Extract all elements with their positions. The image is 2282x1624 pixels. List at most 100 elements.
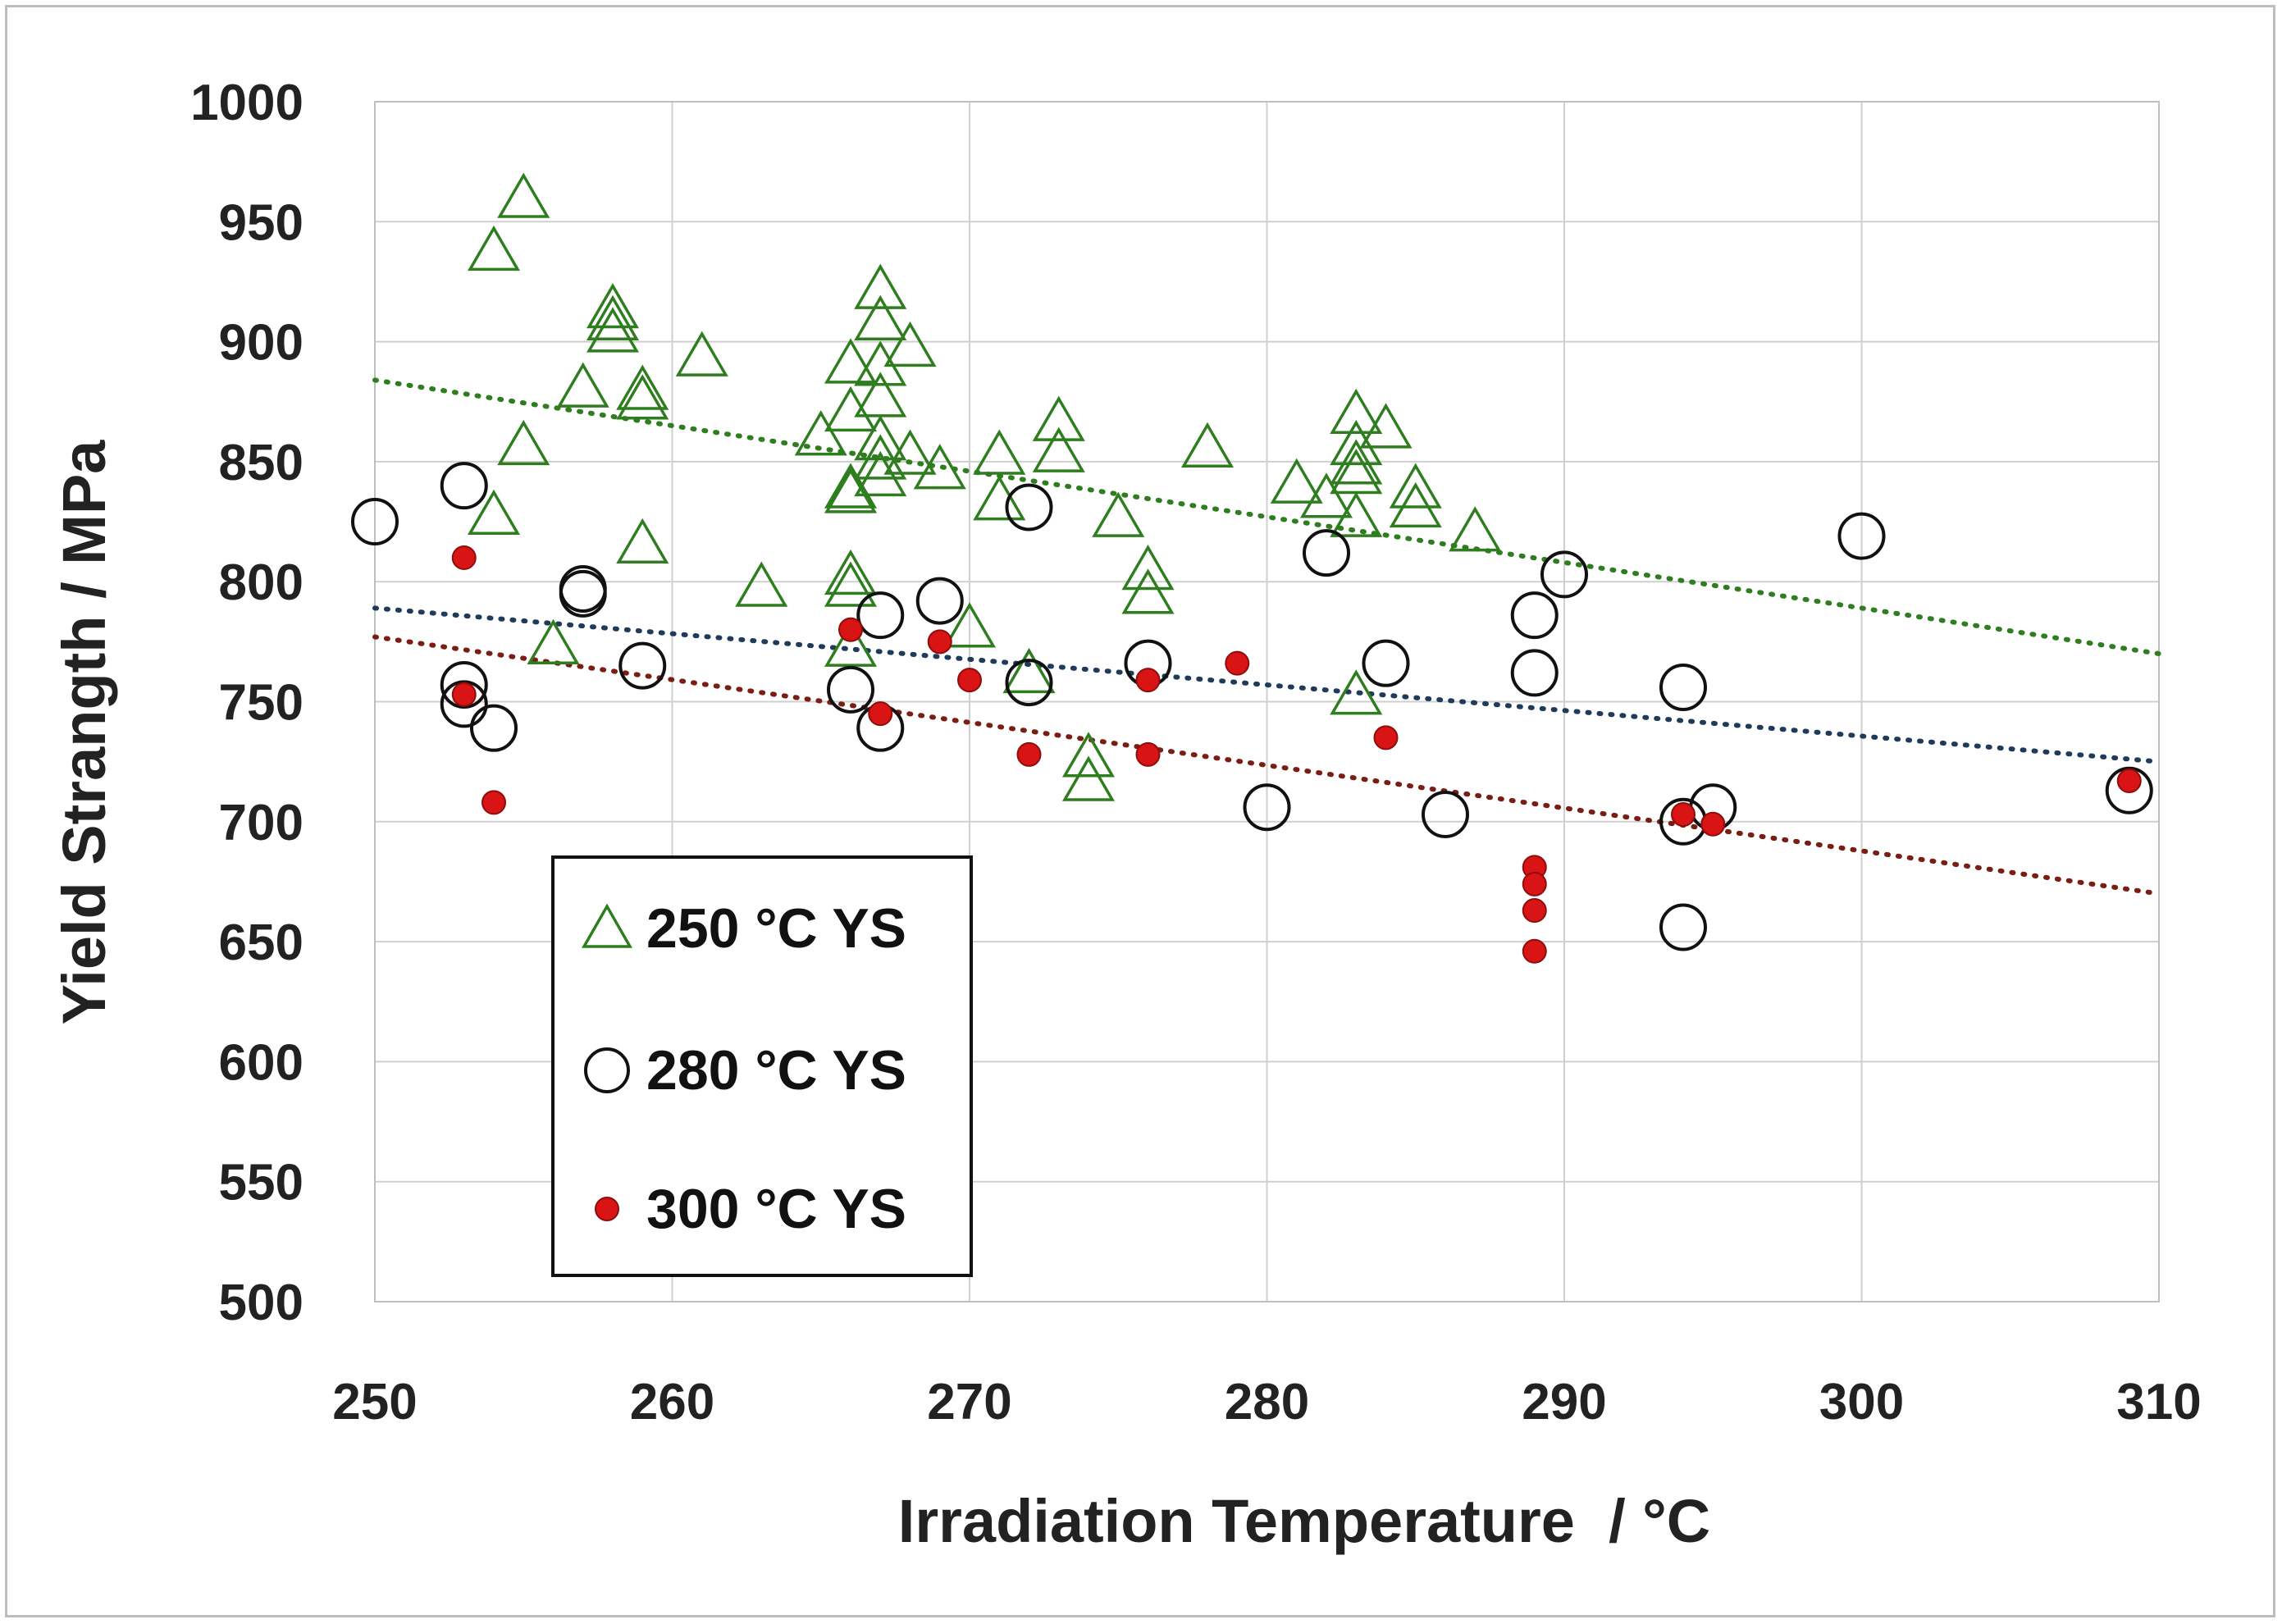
point-filled-circle <box>1016 741 1042 767</box>
legend: 250 °C YS 280 °C YS 300 °C YS <box>551 855 973 1277</box>
point-triangle <box>1121 545 1175 591</box>
legend-filled-circle-marker <box>595 1197 619 1221</box>
point-filled-circle <box>1522 898 1547 924</box>
point-triangle <box>883 429 937 475</box>
point-filled-circle <box>1522 938 1547 964</box>
point-open-circle <box>827 665 874 714</box>
point-triangle <box>1270 458 1323 504</box>
point-open-circle <box>2105 766 2153 814</box>
y-tick-label: 650 <box>219 915 304 971</box>
x-axis-title: Irradiation Temperature / °C <box>898 1487 1710 1555</box>
point-filled-circle <box>482 790 506 815</box>
x-tick-label: 310 <box>2116 1374 2201 1430</box>
legend-item-300: 300 °C YS <box>595 1178 906 1240</box>
point-open-circle <box>1659 663 1707 711</box>
point-open-circle <box>351 498 399 546</box>
point-triangle <box>942 602 997 648</box>
point-open-circle <box>1837 512 1886 560</box>
point-open-circle <box>559 569 607 618</box>
point-triangle <box>1032 395 1085 441</box>
y-tick-label: 950 <box>219 194 304 251</box>
point-triangle <box>586 307 640 353</box>
legend-triangle-marker <box>581 903 633 948</box>
point-open-circle <box>1422 791 1469 839</box>
point-open-circle <box>1303 529 1350 577</box>
legend-item-250: 250 °C YS <box>581 897 906 960</box>
point-filled-circle <box>868 701 893 727</box>
y-axis-ticks: 500 550 600 650 700 750 800 850 900 950 1000 <box>190 75 304 1331</box>
point-triangle <box>616 374 669 420</box>
point-filled-circle <box>838 617 863 642</box>
point-triangle <box>824 385 878 432</box>
point-triangle <box>1359 403 1413 449</box>
point-open-circle <box>1362 639 1410 687</box>
legend-item-280: 280 °C YS <box>584 1039 906 1102</box>
point-open-circle <box>1510 591 1559 640</box>
point-triangle <box>854 434 907 480</box>
point-open-circle <box>1005 483 1053 531</box>
point-triangle <box>735 561 788 607</box>
point-filled-circle <box>927 629 952 655</box>
point-open-circle <box>440 462 488 510</box>
y-tick-label: 550 <box>219 1155 304 1211</box>
trendlines <box>372 377 2161 896</box>
point-triangle <box>616 518 669 564</box>
point-triangle <box>556 362 609 408</box>
point-triangle <box>824 621 878 667</box>
point-open-circle <box>618 641 667 690</box>
point-triangle <box>467 489 521 535</box>
point-triangle <box>1121 568 1175 614</box>
point-filled-circle <box>1135 741 1161 767</box>
chart-frame <box>5 5 2275 1617</box>
x-tick-label: 300 <box>1819 1374 1904 1430</box>
point-triangle <box>824 468 878 513</box>
point-triangle <box>1061 732 1116 778</box>
point-triangle <box>824 561 878 607</box>
point-triangle <box>1449 506 1502 552</box>
point-filled-circle <box>451 545 477 570</box>
trendline <box>372 605 2161 764</box>
x-tick-label: 270 <box>927 1374 1011 1430</box>
point-filled-circle <box>1373 725 1399 750</box>
point-triangle <box>616 364 669 410</box>
point-triangle <box>1092 491 1145 537</box>
y-tick-label: 1000 <box>190 75 304 131</box>
point-filled-circle <box>1135 668 1161 693</box>
point-triangle <box>497 419 550 466</box>
point-triangle <box>1002 647 1056 694</box>
point-open-circle <box>856 591 905 640</box>
point-open-circle <box>440 661 488 709</box>
y-tick-label: 850 <box>219 435 304 491</box>
point-triangle <box>1330 419 1383 466</box>
point-triangle <box>913 444 966 490</box>
point-filled-circle <box>957 668 982 693</box>
point-triangle <box>1180 422 1235 468</box>
point-triangle <box>527 618 580 664</box>
plot-area-border <box>374 101 2160 1302</box>
point-filled-circle <box>451 682 477 707</box>
point-triangle <box>467 225 521 271</box>
x-axis-ticks: 250 260 270 280 290 300 310 <box>332 1374 2201 1430</box>
x-tick-label: 290 <box>1522 1374 1606 1430</box>
legend-label-300: 300 °C YS <box>646 1178 906 1240</box>
point-filled-circle <box>1700 811 1726 837</box>
legend-label-280: 280 °C YS <box>646 1039 906 1102</box>
point-triangle <box>586 294 640 340</box>
y-axis-title: Yield Strangth / MPa <box>50 440 118 1025</box>
point-open-circle <box>1510 649 1559 697</box>
point-triangle <box>854 263 907 309</box>
point-triangle <box>1032 427 1085 472</box>
point-triangle <box>973 429 1026 475</box>
point-triangle <box>973 475 1026 521</box>
point-triangle <box>1389 481 1442 528</box>
y-tick-label: 900 <box>219 315 304 372</box>
point-triangle <box>675 331 728 376</box>
point-open-circle <box>1005 659 1053 707</box>
point-open-circle <box>1540 550 1588 599</box>
point-triangle <box>1330 491 1383 537</box>
point-open-circle <box>915 577 964 625</box>
legend-label-250: 250 °C YS <box>646 897 906 960</box>
legend-open-circle-marker <box>584 1047 630 1093</box>
y-tick-label: 800 <box>219 554 304 611</box>
